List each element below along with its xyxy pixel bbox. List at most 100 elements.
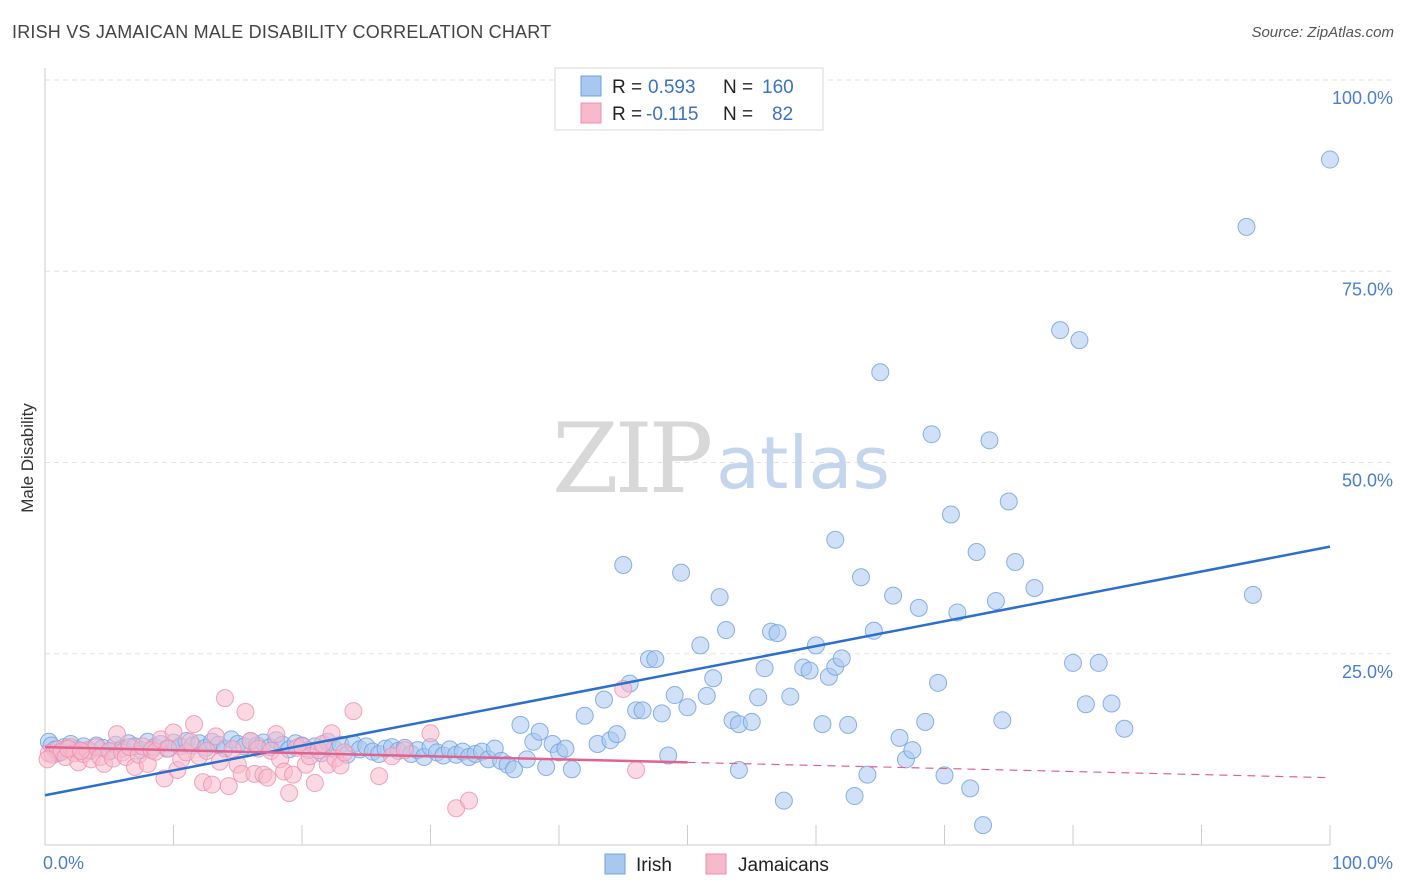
irish-point [678, 698, 697, 717]
jamaicans-point [38, 750, 57, 769]
trend-lines [44, 545, 1331, 797]
legend-swatch-jamaicans [580, 102, 602, 124]
irish-point [884, 586, 903, 605]
legend-r-label-irish: R = [612, 77, 642, 98]
irish-point [1243, 585, 1262, 604]
bottom-legend: Irish Jamaicans [604, 853, 829, 876]
irish-point [839, 715, 858, 734]
bottom-legend-irish: Irish [636, 855, 672, 876]
jamaicans-point [185, 715, 204, 734]
irish-point [1076, 695, 1095, 714]
irish-point [826, 530, 845, 549]
irish-point [845, 787, 864, 806]
irish-point [729, 761, 748, 780]
irish-point [742, 712, 761, 731]
irish-point [511, 715, 530, 734]
irish-point [941, 505, 960, 524]
jamaicans-point [107, 725, 126, 744]
jamaicans-point [206, 727, 225, 746]
irish-point [530, 722, 549, 741]
irish-point [575, 706, 594, 725]
x-tick-labels: 0.0% 100.0% [43, 853, 1393, 873]
grid [45, 79, 1392, 655]
irish-point [999, 492, 1018, 511]
irish-point [665, 686, 684, 705]
legend: R = 0.593 N = 160 R = -0.115 N = 82 [554, 67, 824, 131]
irish-point [890, 728, 909, 747]
irish-point [858, 765, 877, 784]
irish-point [755, 659, 774, 678]
x-tick-label: 100.0% [1332, 853, 1393, 873]
legend-r-value-irish: 0.593 [648, 77, 696, 98]
jamaicans-point [305, 774, 324, 793]
irish-point [1115, 719, 1134, 738]
irish-point [909, 598, 928, 617]
irish-point [768, 624, 787, 643]
irish-point [781, 687, 800, 706]
irish-point [903, 741, 922, 760]
jamaicans-point [460, 791, 479, 810]
irish-point [974, 816, 993, 835]
irish-point [607, 725, 626, 744]
jamaicans-point [223, 740, 242, 759]
source-label: Source: ZipAtlas.com [1251, 24, 1394, 41]
irish-point [614, 556, 633, 575]
irish-point [1089, 653, 1108, 672]
jamaicans-point [627, 761, 646, 780]
irish-point [916, 712, 935, 731]
irish-point [935, 766, 954, 785]
irish-point [851, 568, 870, 587]
irish-point [929, 673, 948, 692]
irish-point [1237, 217, 1256, 236]
legend-n-label-jamaicans: N = [723, 104, 753, 125]
irish-point [505, 760, 524, 779]
bottom-legend-swatch-jamaicans [705, 853, 727, 875]
irish-point [633, 701, 652, 720]
irish-point [871, 363, 890, 382]
irish-point [813, 715, 832, 734]
y-tick-label: 100.0% [1332, 88, 1393, 108]
irish-point [1064, 653, 1082, 672]
jamaicans-point [335, 743, 354, 762]
legend-n-label-irish: N = [723, 77, 753, 98]
bottom-legend-swatch-irish [604, 853, 626, 875]
irish-point [774, 791, 793, 810]
irish-point [717, 621, 736, 640]
jamaicans-point [181, 732, 200, 751]
watermark-atlas: atlas [716, 421, 890, 505]
jamaicans-point [164, 723, 183, 742]
jamaicans-point [215, 689, 234, 708]
jamaicans-point [71, 741, 90, 760]
irish-point [922, 425, 941, 444]
irish-point [800, 661, 819, 680]
trend-line-irish [44, 545, 1331, 797]
legend-swatch-irish [580, 75, 602, 97]
irish-point [832, 649, 851, 668]
jamaicans-point [267, 725, 286, 744]
bottom-legend-jamaicans: Jamaicans [738, 855, 829, 876]
irish-point [652, 704, 671, 723]
irish-point [1102, 694, 1121, 713]
jamaicans-point [236, 702, 255, 721]
jamaicans-point [219, 777, 238, 796]
irish-point [1070, 331, 1089, 350]
y-axis-label: Male Disability [18, 403, 37, 513]
legend-r-value-jamaicans: -0.115 [646, 104, 698, 125]
jamaicans-point [344, 702, 363, 721]
y-tick-label: 25.0% [1342, 662, 1393, 682]
irish-point [646, 650, 665, 669]
irish-point [1051, 321, 1070, 340]
jamaicans-point [284, 765, 303, 784]
irish-point [961, 779, 980, 798]
chart-title: IRISH VS JAMAICAN MALE DISABILITY CORREL… [12, 22, 552, 42]
irish-point [1321, 150, 1339, 169]
trend-line-jamaicans [44, 745, 688, 764]
irish-point [672, 563, 691, 582]
jamaicans-point [280, 783, 299, 802]
irish-point [993, 711, 1012, 730]
irish-point [980, 431, 999, 450]
x-tick-label: 0.0% [43, 853, 84, 873]
irish-point [1025, 578, 1044, 597]
irish-point [986, 591, 1005, 610]
